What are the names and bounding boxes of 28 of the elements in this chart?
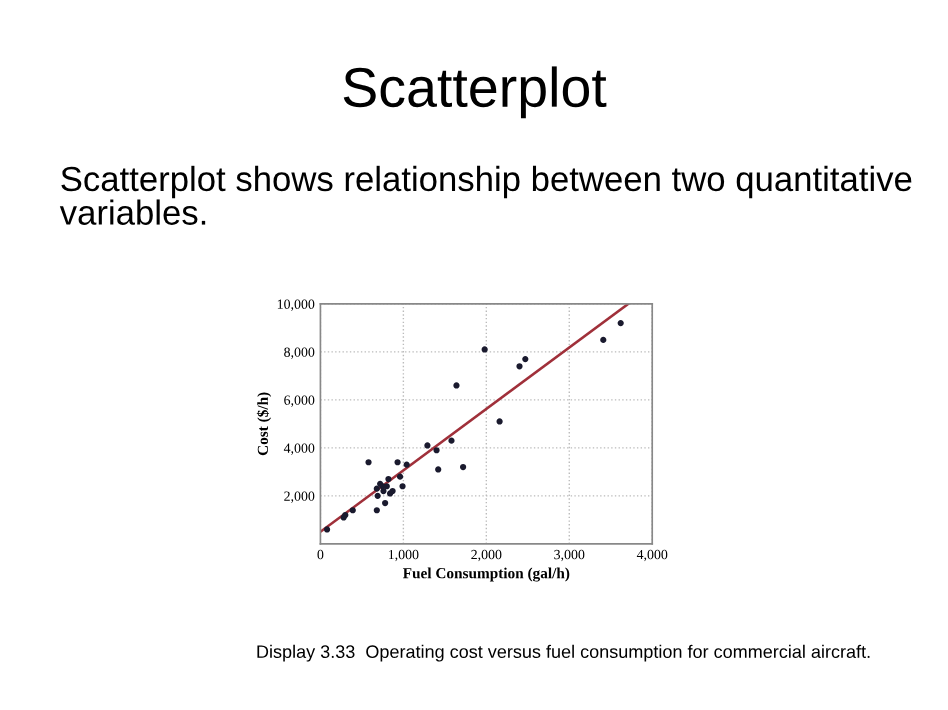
point	[374, 492, 381, 499]
point	[424, 442, 431, 449]
point	[349, 507, 356, 514]
point	[394, 459, 401, 466]
point	[382, 499, 389, 507]
point	[385, 475, 392, 483]
point	[481, 346, 488, 353]
point	[433, 447, 440, 454]
point	[365, 459, 372, 466]
chart-subtitle: Scatterplot shows relationship between two quantitative variables.	[59, 165, 912, 225]
point	[403, 461, 410, 468]
point	[399, 483, 406, 490]
chart-title: Scatterplot	[343, 66, 607, 119]
point	[496, 418, 503, 425]
point	[396, 473, 404, 480]
text: Display 3.33 Operating cost versus fuel consumption for commercial aircraft.	[257, 644, 870, 662]
point	[373, 507, 380, 514]
point	[600, 336, 607, 343]
point	[323, 526, 331, 533]
point	[448, 437, 455, 444]
point	[522, 355, 529, 363]
point	[459, 463, 467, 471]
point	[453, 382, 460, 389]
point	[516, 363, 523, 370]
point	[435, 466, 442, 473]
point	[373, 485, 380, 492]
point	[617, 319, 624, 327]
point	[380, 487, 387, 495]
